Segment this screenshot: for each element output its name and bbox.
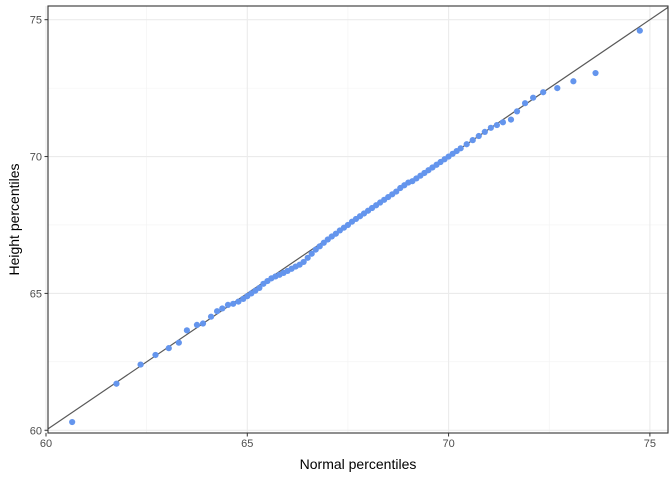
data-point (137, 361, 144, 368)
data-point (69, 418, 76, 426)
data-point (300, 258, 307, 266)
y-axis-ticks: 60 65 70 75 (30, 15, 48, 437)
data-point (316, 243, 323, 250)
data-point (183, 327, 190, 334)
y-tick-label: 70 (30, 152, 42, 164)
data-point (487, 124, 494, 131)
y-axis-title: Height percentiles (6, 163, 22, 275)
data-point (256, 284, 263, 292)
x-axis-ticks: 60 65 70 75 (40, 433, 656, 450)
data-point (219, 305, 226, 312)
major-gridlines (45, 6, 668, 433)
data-point (308, 250, 315, 257)
data-point (199, 320, 207, 327)
data-point (165, 345, 172, 352)
x-tick-label: 65 (241, 438, 253, 450)
data-point (636, 27, 643, 34)
data-point (521, 100, 529, 107)
data-point (457, 145, 464, 152)
x-axis-title: Normal percentiles (300, 456, 417, 472)
data-point (554, 85, 561, 92)
data-point (393, 188, 400, 195)
data-point (475, 132, 482, 140)
data-point (469, 137, 476, 144)
data-point (207, 313, 215, 320)
x-tick-label: 75 (644, 438, 656, 450)
data-point (175, 339, 182, 346)
data-point (463, 141, 470, 148)
minor-gridlines (48, 6, 668, 433)
x-tick-label: 70 (442, 438, 454, 450)
data-point (530, 94, 537, 101)
data-point (592, 69, 599, 77)
panel-border (47, 5, 669, 434)
x-tick-label: 60 (40, 438, 52, 450)
data-point (224, 301, 232, 308)
data-point (507, 116, 515, 123)
data-point (230, 300, 237, 307)
data-point (481, 128, 488, 136)
data-point (213, 308, 221, 315)
y-tick-label: 65 (30, 288, 42, 300)
data-point (570, 78, 577, 85)
y-tick-label: 60 (30, 425, 42, 437)
data-point (193, 321, 201, 328)
data-point (493, 121, 500, 129)
data-point (152, 351, 159, 359)
data-point (304, 254, 311, 261)
data-point (113, 380, 120, 387)
data-point (499, 119, 507, 126)
data-point (513, 108, 521, 115)
y-tick-label: 75 (30, 15, 42, 27)
data-point (235, 298, 242, 305)
data-point (540, 89, 547, 96)
data-points (69, 27, 643, 426)
